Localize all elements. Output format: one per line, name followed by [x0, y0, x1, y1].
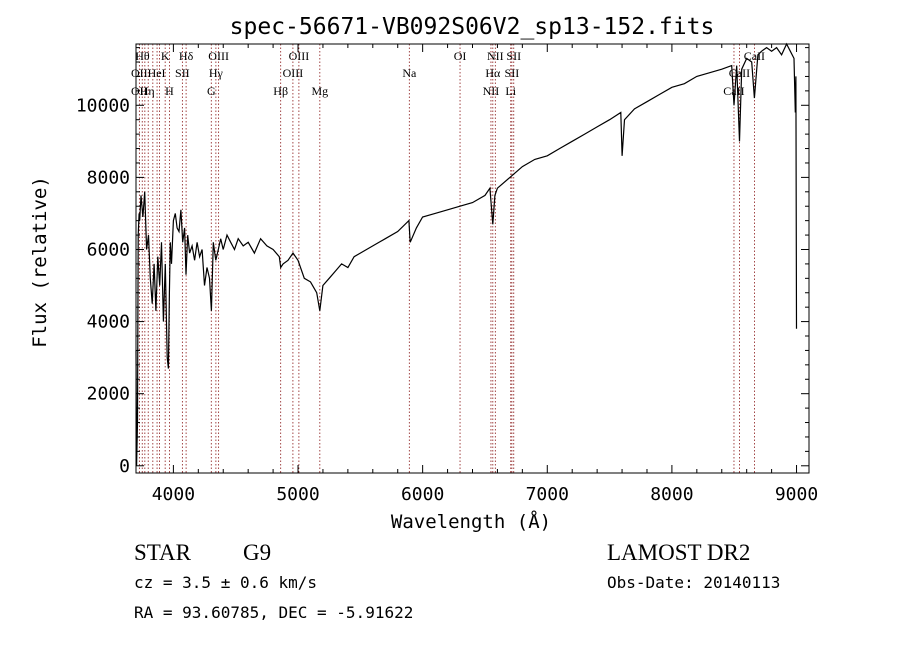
- y-axis-label: Flux (relative): [29, 176, 51, 348]
- line-label-2: Hδ: [179, 49, 194, 63]
- line-label-9: OII: [131, 66, 148, 80]
- x-axis-ticks: 4000 5000 6000 7000 8000 9000: [152, 44, 818, 505]
- line-label-12: Hγ: [209, 66, 224, 80]
- line-label-23: Mg: [311, 84, 328, 98]
- y-tick-label-2: 4000: [87, 312, 130, 333]
- x-axis-label: Wavelength (Å): [391, 510, 551, 533]
- x-tick-label-1: 5000: [276, 484, 319, 505]
- y-tick-label-4: 8000: [87, 167, 130, 188]
- line-label-17: CaII: [729, 66, 750, 80]
- line-label-13: OIII: [283, 66, 304, 80]
- redshift-cz: cz = 3.5 ± 0.6 km/s: [134, 573, 318, 592]
- line-label-20: H: [165, 84, 174, 98]
- y-tick-label-0: 0: [119, 456, 130, 477]
- line-label-25: Li: [505, 84, 516, 98]
- object-class: STAR: [134, 540, 191, 565]
- object-subclass: G9: [243, 540, 272, 565]
- line-label-5: OI: [454, 49, 467, 63]
- line-label-19: Hη: [140, 84, 155, 98]
- x-tick-label-4: 8000: [650, 484, 693, 505]
- line-label-10: HeI: [148, 66, 166, 80]
- line-label-26: CaII: [723, 84, 744, 98]
- survey-name: LAMOST DR2: [607, 540, 751, 565]
- plot-frame: [135, 43, 810, 474]
- line-label-7: SII: [506, 49, 521, 63]
- y-axis-ticks: 0 2000 4000 6000 8000 10000: [76, 47, 809, 477]
- line-label-11: SII: [175, 66, 190, 80]
- line-label-16: SII: [505, 66, 520, 80]
- x-tick-label-5: 9000: [775, 484, 818, 505]
- emission-line-markers: [138, 44, 755, 473]
- chart-title: spec-56671-VB092S06V2_sp13-152.fits: [230, 14, 715, 40]
- line-label-6: NII: [487, 49, 504, 63]
- line-label-22: Hβ: [273, 84, 288, 98]
- x-tick-label-3: 7000: [526, 484, 569, 505]
- line-label-3: OIII: [208, 49, 229, 63]
- x-tick-label-2: 6000: [401, 484, 444, 505]
- ra-dec-coordinates: RA = 93.60785, DEC = -5.91622: [134, 603, 414, 622]
- line-label-4: OIII: [289, 49, 310, 63]
- line-label-15: Hα: [485, 66, 501, 80]
- spectrum-line: [135, 42, 798, 466]
- observation-date: Obs-Date: 20140113: [607, 573, 781, 592]
- y-tick-label-1: 2000: [87, 384, 130, 405]
- line-label-14: Na: [402, 66, 417, 80]
- y-tick-label-5: 10000: [76, 95, 130, 116]
- x-tick-label-0: 4000: [152, 484, 195, 505]
- line-label-21: G: [207, 84, 216, 98]
- line-label-24: NII: [483, 84, 500, 98]
- line-label-0: Hθ: [135, 49, 150, 63]
- y-tick-label-3: 6000: [87, 239, 130, 260]
- line-label-1: K: [161, 49, 170, 63]
